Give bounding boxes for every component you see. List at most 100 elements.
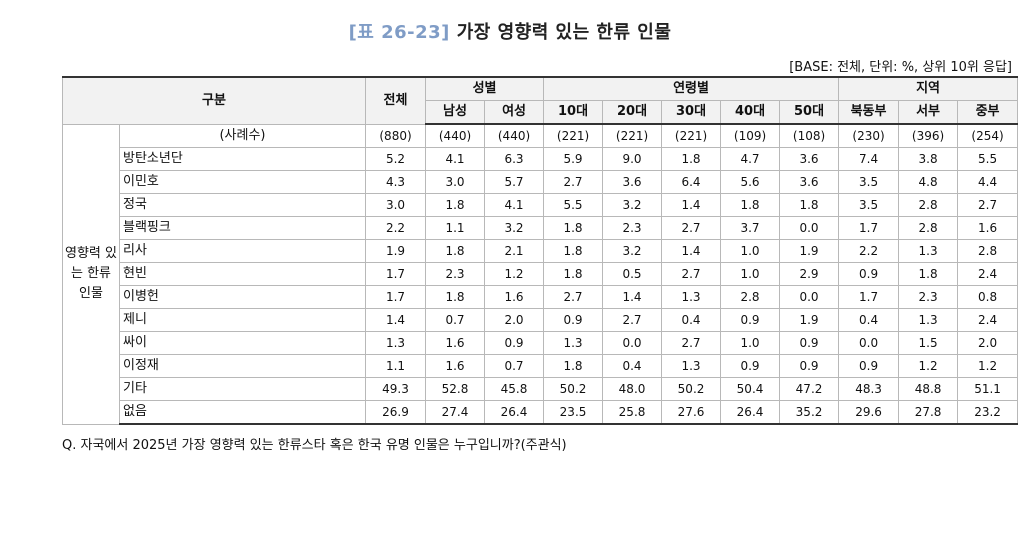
table-cell: 1.9: [365, 239, 427, 263]
column-header: 북동부: [838, 100, 900, 125]
age-group-header: 연령별: [543, 76, 840, 101]
column-header: 50대: [779, 100, 840, 125]
table-row: 이정재 1.1 1.6 0.7 1.8 0.4 1.3 0.9 0.9 0.9 1.2 1.2: [63, 354, 1019, 378]
table-cell: (396): [898, 123, 959, 148]
table-cell: 0.7: [425, 308, 486, 332]
table-cell: 2.9: [779, 262, 840, 286]
table-cell: 26.9: [365, 400, 427, 425]
table-row: 현빈 1.7 2.3 1.2 1.8 0.5 2.7 1.0 2.9 0.9 1.8 2.4: [63, 262, 1019, 286]
table-cell: (108): [779, 123, 840, 148]
table-cell: 3.2: [602, 193, 663, 217]
table-cell: 0.9: [720, 308, 781, 332]
row-label: 이정재: [118, 354, 367, 378]
table-cell: 6.4: [661, 170, 722, 194]
table-cell: 1.3: [661, 354, 722, 378]
table-cell: 5.9: [543, 147, 604, 171]
table-cell: 3.0: [365, 193, 427, 217]
table-row: 없음 26.9 27.4 26.4 23.5 25.8 27.6 26.4 35.2 29.6 27…: [63, 400, 1019, 425]
header-row-sub: 남성 여성 10대 20대 30대 40대 50대 북동부 서부 중부: [63, 100, 1019, 125]
row-label: 블랙핑크: [118, 216, 367, 240]
row-label: 이민호: [118, 170, 367, 194]
table-cell: 48.3: [838, 377, 900, 401]
table-cell: 2.1: [484, 239, 545, 263]
table-cell: 23.5: [543, 400, 604, 425]
table-cell: 0.9: [838, 262, 900, 286]
row-label: 기타: [118, 377, 367, 401]
table-cell: 1.4: [661, 193, 722, 217]
column-header: 30대: [661, 100, 722, 125]
table-cell: 3.6: [779, 147, 840, 171]
table-cell: 1.8: [543, 239, 604, 263]
table-cell: 1.3: [365, 331, 427, 355]
table-cell: 27.6: [661, 400, 722, 425]
table-cell: 4.1: [425, 147, 486, 171]
table-cell: 1.8: [543, 262, 604, 286]
row-label: 제니: [118, 308, 367, 332]
table-cell: 1.8: [661, 147, 722, 171]
table-cell: 1.2: [484, 262, 545, 286]
table-cell: 0.9: [484, 331, 545, 355]
table-cell: 23.2: [957, 400, 1019, 425]
table-cell: 2.3: [425, 262, 486, 286]
table-cell: 3.7: [720, 216, 781, 240]
table-cell: 50.2: [661, 377, 722, 401]
table-cell: 4.7: [720, 147, 781, 171]
table-cell: 47.2: [779, 377, 840, 401]
table-cell: 26.4: [484, 400, 545, 425]
table-cell: 2.7: [602, 308, 663, 332]
table-cell: 27.4: [425, 400, 486, 425]
table-cell: 0.0: [779, 285, 840, 309]
table-cell: 51.1: [957, 377, 1019, 401]
table-cell: (254): [957, 123, 1019, 148]
table-cell: (221): [543, 123, 604, 148]
table-cell: 1.8: [720, 193, 781, 217]
table-cell: 1.6: [425, 354, 486, 378]
row-label: 싸이: [118, 331, 367, 355]
row-label: 현빈: [118, 262, 367, 286]
row-label: 방탄소년단: [118, 147, 367, 171]
table-cell: 1.5: [898, 331, 959, 355]
base-note: [BASE: 전체, 단위: %, 상위 10위 응답]: [789, 60, 1012, 75]
table-cell: (221): [602, 123, 663, 148]
table-row: 방탄소년단 5.2 4.1 6.3 5.9 9.0 1.8 4.7 3.6 7.4 3.8 5.5: [63, 147, 1019, 171]
table-cell: 1.1: [425, 216, 486, 240]
table-row: 싸이 1.3 1.6 0.9 1.3 0.0 2.7 1.0 0.9 0.0 1.5 2.0: [63, 331, 1019, 355]
table-cell: 2.7: [661, 262, 722, 286]
table-cell: 2.8: [898, 193, 959, 217]
table-row: 제니 1.4 0.7 2.0 0.9 2.7 0.4 0.9 1.9 0.4 1.3 2.4: [63, 308, 1019, 332]
row-label: 리사: [118, 239, 367, 263]
table-row: 이병헌 1.7 1.8 1.6 2.7 1.4 1.3 2.8 0.0 1.7 2.3 0.8: [63, 285, 1019, 309]
question-note: Q. 자국에서 2025년 가장 영향력 있는 한류스타 혹은 한국 유명 인물…: [62, 438, 567, 453]
table-cell: 1.7: [365, 285, 427, 309]
table-cell: 4.4: [957, 170, 1019, 194]
table-cell: 0.7: [484, 354, 545, 378]
table-cell: (440): [484, 123, 545, 148]
table-cell: 45.8: [484, 377, 545, 401]
table-cell: 1.8: [543, 354, 604, 378]
table-cell: 1.7: [838, 285, 900, 309]
table-cell: 0.9: [720, 354, 781, 378]
table-cell: 27.8: [898, 400, 959, 425]
table-cell: 48.0: [602, 377, 663, 401]
table-cell: 2.3: [602, 216, 663, 240]
table-cell: 2.8: [957, 239, 1019, 263]
table-cell: 50.2: [543, 377, 604, 401]
table-cell: 3.5: [838, 193, 900, 217]
column-header: 남성: [425, 100, 486, 125]
category-header: 구분: [61, 76, 367, 125]
table-cell: 0.8: [957, 285, 1019, 309]
table-cell: 1.3: [898, 308, 959, 332]
table-cell: 1.9: [779, 308, 840, 332]
table-cell: 52.8: [425, 377, 486, 401]
table-cell: 50.4: [720, 377, 781, 401]
table-cell: 4.1: [484, 193, 545, 217]
column-header: 서부: [898, 100, 959, 125]
table-cell: 0.4: [661, 308, 722, 332]
table-cell: 3.2: [484, 216, 545, 240]
table-cell: 2.7: [661, 216, 722, 240]
header-row-top: 구분 전체 성별 연령별 지역: [61, 76, 1019, 125]
table-title: [표 26-23] 가장 영향력 있는 한류 인물: [0, 18, 1020, 44]
table-cell: 25.8: [602, 400, 663, 425]
table-cell: 2.0: [484, 308, 545, 332]
table-row: 블랙핑크 2.2 1.1 3.2 1.8 2.3 2.7 3.7 0.0 1.7 2.8 1.6: [63, 216, 1019, 240]
